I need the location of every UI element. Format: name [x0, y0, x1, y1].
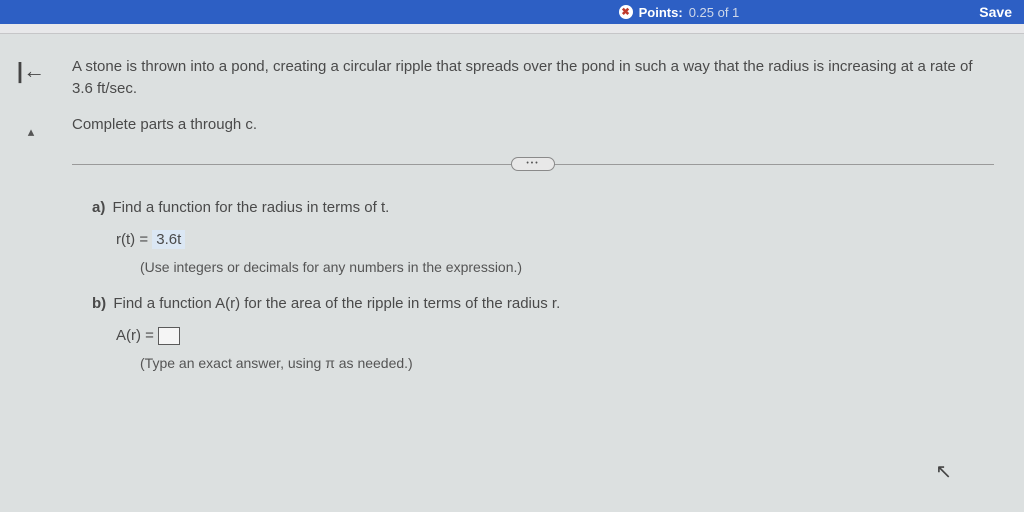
expand-button[interactable]: ••• [511, 157, 555, 171]
top-bar: ✖ Points: 0.25 of 1 Save [0, 0, 1024, 24]
part-b-equation: A(r) = [116, 325, 994, 347]
divider: ••• [72, 157, 994, 171]
part-b: b) Find a function A(r) for the area of … [92, 293, 994, 373]
save-button[interactable]: Save [979, 4, 1012, 20]
toolbar-strip [0, 24, 1024, 34]
points-status-icon: ✖ [619, 5, 633, 19]
part-b-hint: (Type an exact answer, using π as needed… [140, 353, 994, 373]
part-a-equation: r(t) = 3.6t [116, 229, 994, 251]
part-b-label: b) [92, 295, 106, 312]
part-b-answer-input[interactable] [158, 327, 180, 345]
cursor-icon: ↖ [935, 459, 952, 484]
problem-body: A stone is thrown into a pond, creating … [62, 34, 1024, 512]
back-icon[interactable]: |← [17, 58, 45, 84]
problem-complete: Complete parts a through c. [72, 114, 994, 136]
part-b-prompt: Find a function A(r) for the area of the… [113, 295, 560, 312]
part-a: a) Find a function for the radius in ter… [92, 197, 994, 277]
points-value: 0.25 of 1 [689, 5, 740, 20]
collapse-icon[interactable]: ▴ [28, 124, 35, 140]
part-a-hint: (Use integers or decimals for any number… [140, 257, 994, 277]
points-display: ✖ Points: 0.25 of 1 [619, 5, 740, 20]
content-row: |← ▴ A stone is thrown into a pond, crea… [0, 34, 1024, 512]
left-controls: |← ▴ [0, 34, 62, 512]
part-a-lhs: r(t) = [116, 231, 152, 248]
problem-intro: A stone is thrown into a pond, creating … [72, 56, 994, 100]
points-label: Points: [639, 5, 683, 20]
part-a-prompt: Find a function for the radius in terms … [113, 199, 390, 216]
part-a-label: a) [92, 199, 105, 216]
part-b-lhs: A(r) = [116, 327, 158, 344]
part-a-answer[interactable]: 3.6t [152, 230, 185, 249]
